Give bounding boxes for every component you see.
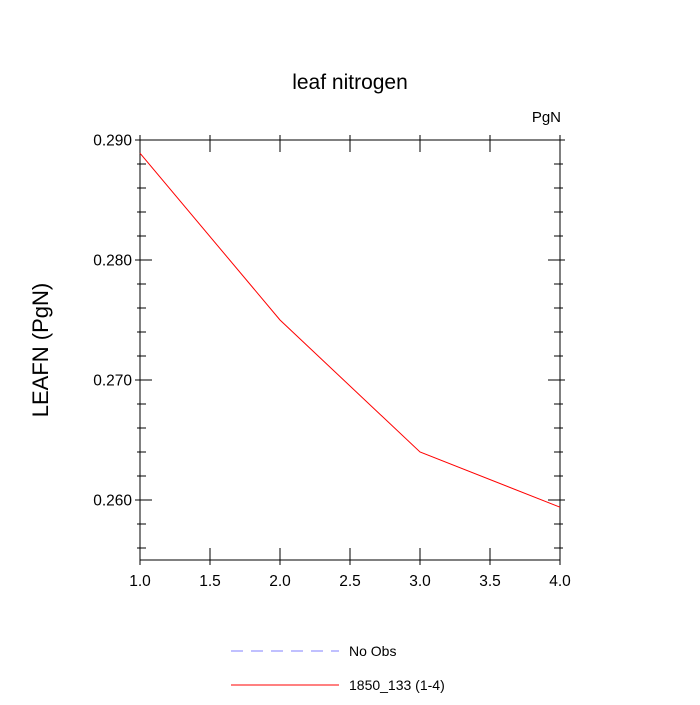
y-tick-label: 0.260 bbox=[93, 493, 132, 510]
y-tick-label: 0.290 bbox=[93, 133, 132, 150]
y-tick-label: 0.270 bbox=[93, 373, 132, 390]
x-tick-label: 2.0 bbox=[269, 573, 291, 590]
x-tick-label: 1.5 bbox=[199, 573, 221, 590]
series-layer bbox=[139, 152, 561, 508]
series-line bbox=[139, 152, 561, 508]
x-tick-label: 1.0 bbox=[129, 573, 151, 590]
x-tick-label: 3.5 bbox=[479, 573, 501, 590]
y-axis-label: LEAFN (PgN) bbox=[28, 283, 53, 417]
chart-title: leaf nitrogen bbox=[292, 71, 408, 94]
x-tick-label: 4.0 bbox=[549, 573, 571, 590]
legend-label: 1850_133 (1-4) bbox=[349, 677, 445, 693]
x-tick-label: 3.0 bbox=[409, 573, 431, 590]
units-label: PgN bbox=[532, 109, 561, 126]
x-tick-label: 2.5 bbox=[339, 573, 361, 590]
y-tick-label: 0.280 bbox=[93, 253, 132, 270]
legend: No Obs 1850_133 (1-4) bbox=[231, 643, 445, 693]
plot-frame bbox=[139, 139, 561, 561]
legend-label: No Obs bbox=[349, 643, 396, 659]
axis-ticks: 0.260 0.270 0.280 0.290 1.0 1.5 2.0 2.5 3.0 3.5 4.… bbox=[93, 133, 571, 591]
